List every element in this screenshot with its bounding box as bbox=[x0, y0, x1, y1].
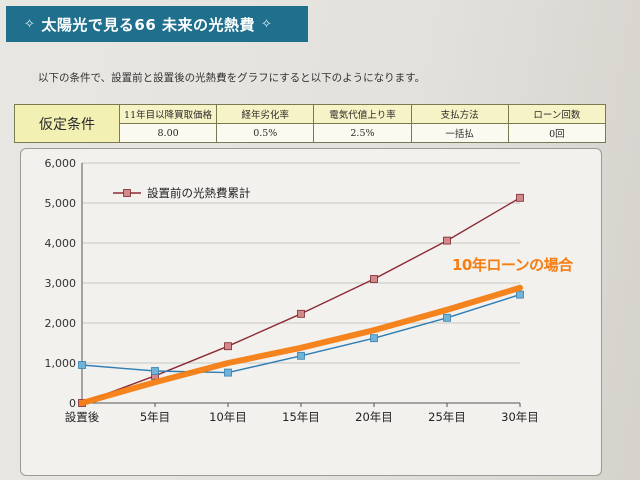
after-install-point bbox=[370, 334, 378, 343]
x-tick-label: 10年目 bbox=[209, 410, 247, 424]
section-header: ✧ 太陽光で見る66 未来の光熱費 ✧ bbox=[6, 6, 308, 42]
before-install-point bbox=[443, 236, 451, 245]
condition-header: 電気代値上り率 bbox=[313, 104, 412, 124]
sparkle-icon: ✧ bbox=[261, 16, 273, 32]
condition-value: 一括払 bbox=[410, 123, 509, 143]
loan-callout: 10年ローンの場合 bbox=[452, 256, 573, 274]
y-tick-label: 3,000 bbox=[45, 277, 77, 290]
legend-label: 設置前の光熱費累計 bbox=[147, 186, 251, 200]
x-tick-label: 15年目 bbox=[282, 410, 320, 424]
sparkle-icon: ✧ bbox=[24, 16, 36, 32]
condition-value: 2.5% bbox=[313, 123, 412, 143]
x-tick-label: 25年目 bbox=[428, 410, 466, 424]
section-title: 太陽光で見る66 未来の光熱費 bbox=[41, 15, 256, 34]
y-tick-label: 0 bbox=[69, 397, 76, 410]
legend-marker bbox=[123, 189, 131, 197]
condition-value: 0.5% bbox=[216, 123, 315, 143]
x-tick-label: 5年目 bbox=[140, 410, 170, 424]
after-install-point bbox=[151, 367, 159, 375]
after-install-point bbox=[78, 361, 86, 369]
condition-value: 8.00 bbox=[118, 123, 218, 143]
before-install-point bbox=[516, 193, 524, 202]
condition-value: 0回 bbox=[507, 123, 607, 143]
y-tick-label: 2,000 bbox=[45, 317, 77, 330]
chart-panel: 0 1,000 2,000 3,000 4,000 5,000 6,000 設置後 5年目 10年… bbox=[20, 148, 602, 476]
y-tick-label: 5,000 bbox=[45, 197, 77, 210]
x-tick-label: 20年目 bbox=[355, 410, 393, 424]
line-chart: 0 1,000 2,000 3,000 4,000 5,000 6,000 設置後 5年目 10年… bbox=[45, 157, 539, 424]
intro-text: 以下の条件で、設置前と設置後の光熱費をグラフにすると以下のようになります。 bbox=[38, 72, 426, 84]
x-tick-label: 30年目 bbox=[501, 410, 539, 424]
loan-case-line bbox=[79, 284, 523, 406]
before-install-point bbox=[370, 275, 378, 283]
after-install-point bbox=[224, 368, 232, 377]
y-tick-label: 4,000 bbox=[45, 237, 77, 250]
condition-header: 経年劣化率 bbox=[216, 104, 315, 124]
before-install-point bbox=[297, 309, 305, 318]
after-install-point bbox=[443, 313, 451, 322]
condition-header: ローン回数 bbox=[507, 104, 607, 124]
y-tick-label: 1,000 bbox=[45, 357, 77, 370]
before-install-line bbox=[81, 197, 521, 404]
after-install-point bbox=[297, 351, 305, 360]
before-install-point bbox=[224, 342, 232, 351]
y-tick-label: 6,000 bbox=[45, 157, 77, 170]
conditions-label: 仮定条件 bbox=[14, 104, 120, 143]
conditions-table: 仮定条件 11年目以降買取価格 経年劣化率 電気代値上り率 支払方法 ローン回数… bbox=[14, 104, 607, 143]
condition-header: 11年目以降買取価格 bbox=[118, 104, 218, 124]
x-tick-label: 設置後 bbox=[65, 410, 100, 424]
after-install-point bbox=[516, 290, 524, 299]
condition-header: 支払方法 bbox=[410, 104, 509, 124]
